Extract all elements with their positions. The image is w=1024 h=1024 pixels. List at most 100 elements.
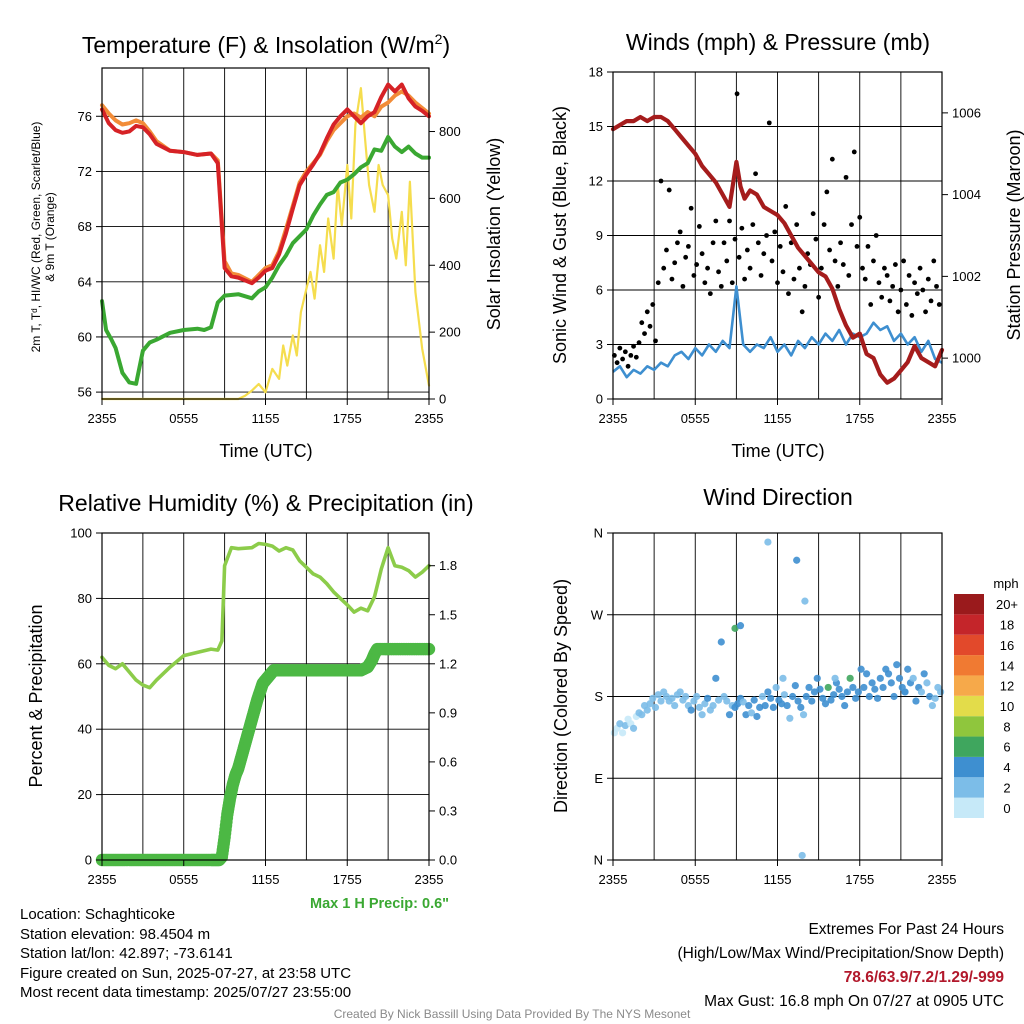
- direction-point: [734, 700, 742, 708]
- direction-point: [920, 670, 928, 678]
- direction-point: [772, 683, 780, 692]
- direction-point: [926, 692, 934, 701]
- gust-point: [705, 265, 710, 271]
- wind-ytick-left-label: 0: [596, 392, 603, 407]
- gust-point: [636, 340, 642, 346]
- gust-point: [675, 240, 680, 246]
- direction-point: [831, 674, 839, 682]
- temp-ytick-right-label: 200: [439, 325, 461, 340]
- direction-point: [654, 691, 662, 699]
- direction-point: [835, 685, 843, 693]
- temp-ytick-right-label: 600: [439, 191, 461, 206]
- gust-point: [669, 276, 675, 282]
- speed-colorbar: 0 2 4 6 8 10 12 14 16 18 20+: [954, 594, 1018, 818]
- colorbar-swatch: [954, 655, 984, 676]
- gust-point: [873, 233, 879, 238]
- gust-point: [895, 309, 901, 315]
- pressure-line: [610, 114, 945, 385]
- wind-ytick-left-label: 18: [589, 65, 603, 80]
- gust-point: [664, 247, 669, 253]
- rh-ytick-right-label: 0.0: [439, 853, 457, 868]
- gust-point: [702, 280, 708, 286]
- gust-point: [876, 280, 882, 286]
- temperature-frame: [101, 67, 430, 400]
- direction-point: [931, 694, 939, 702]
- wind-ylabel-right: Station Pressure (Maroon): [1004, 129, 1024, 340]
- gust-point: [799, 309, 805, 315]
- gust-point: [917, 265, 923, 271]
- direction-point: [651, 703, 660, 712]
- colorbar-swatch: [954, 797, 984, 818]
- temp-ytick-left-label: 56: [78, 385, 92, 400]
- colorbar-label: 0: [1003, 801, 1010, 816]
- colorbar-label: 4: [1003, 760, 1010, 775]
- direction-point: [801, 597, 809, 605]
- gust-point: [925, 276, 931, 282]
- direction-point: [717, 638, 725, 646]
- credit-line: Created By Nick Bassill Using Data Provi…: [333, 1007, 691, 1021]
- gust-point: [721, 240, 727, 246]
- colorbar-swatch: [954, 675, 984, 696]
- direction-point: [928, 701, 937, 710]
- direction-point: [638, 711, 646, 719]
- gust-point: [631, 343, 636, 349]
- direction-point: [879, 683, 887, 692]
- gust-point: [840, 262, 846, 267]
- gust-point: [791, 276, 797, 282]
- direction-point: [810, 688, 819, 696]
- direction-point: [912, 697, 920, 705]
- direction-point: [676, 688, 684, 696]
- direction-point: [758, 692, 767, 701]
- gust-point: [680, 283, 686, 289]
- gust-point: [838, 240, 843, 246]
- gust-point: [650, 302, 656, 307]
- gust-point: [898, 287, 904, 293]
- gust-point: [868, 302, 874, 307]
- extremes-block: Extremes For Past 24 Hours (High/Low/Max…: [678, 918, 1005, 1014]
- wind-xtick-label: 2355: [599, 411, 628, 426]
- gust-point: [777, 244, 783, 249]
- direction-point: [917, 688, 926, 696]
- wind-ylabel-left: Sonic Wind & Gust (Blue, Black): [550, 106, 570, 364]
- gust-point: [622, 349, 628, 355]
- gust-point: [857, 214, 863, 220]
- gust-point: [747, 265, 753, 271]
- direction-point: [852, 694, 860, 702]
- direction-point: [797, 703, 805, 712]
- direction-point: [830, 691, 838, 699]
- direction-point: [798, 851, 806, 860]
- direction-point: [725, 711, 734, 719]
- gust-point: [879, 294, 885, 300]
- wind-ytick-left-label: 12: [589, 174, 603, 189]
- wind-ytick-left-label: 9: [596, 228, 603, 243]
- temp-2m-line: [100, 82, 431, 286]
- direction-point: [827, 696, 835, 704]
- info-recent: Most recent data timestamp: 2025/07/27 2…: [20, 984, 352, 1001]
- direction-ylabel-left: Direction (Colored By Speed): [551, 579, 571, 813]
- direction-point: [846, 674, 854, 682]
- gust-point: [694, 262, 700, 267]
- wind-plot-area: 2355 0555 1155 1755 2355 0 3 6 9 12 15 18 1000 1002 10…: [589, 65, 981, 427]
- wind-panel: Winds (mph) & Pressure (mb) 2355 0555 1155…: [550, 29, 1024, 461]
- gust-point: [691, 273, 697, 278]
- direction-panel: Wind Direction 2355 0555 1155 1755 2355 N E S W N…: [551, 484, 1019, 887]
- colorbar-label: 6: [1003, 740, 1010, 755]
- rh-ytick-left-label: 20: [78, 787, 92, 802]
- rh-ytick-right-label: 0.9: [439, 705, 457, 720]
- gust-point: [786, 291, 791, 297]
- direction-point: [909, 674, 917, 682]
- gust-point: [742, 276, 747, 282]
- colorbar-label: 20+: [996, 597, 1018, 612]
- gust-point: [677, 229, 683, 235]
- direction-point: [788, 692, 797, 701]
- direction-point: [865, 692, 873, 701]
- temp-ytick-left-label: 72: [78, 164, 92, 179]
- temperature-ylabel-left-1: 2m T, Tᵈ, HI/WC (Red, Green, Scarlet/Blu…: [29, 122, 43, 353]
- gust-point: [639, 320, 645, 326]
- extremes-values: 78.6/63.9/7.2/1.29/-999: [843, 969, 1004, 986]
- gust-point: [688, 205, 694, 211]
- direction-point: [750, 696, 758, 704]
- colorbar-swatch: [954, 716, 984, 737]
- gust-point: [617, 345, 623, 351]
